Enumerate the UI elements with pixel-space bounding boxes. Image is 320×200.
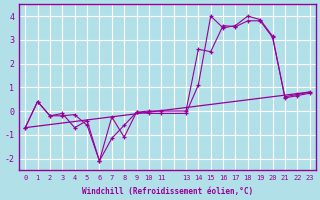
X-axis label: Windchill (Refroidissement éolien,°C): Windchill (Refroidissement éolien,°C) [82, 187, 253, 196]
